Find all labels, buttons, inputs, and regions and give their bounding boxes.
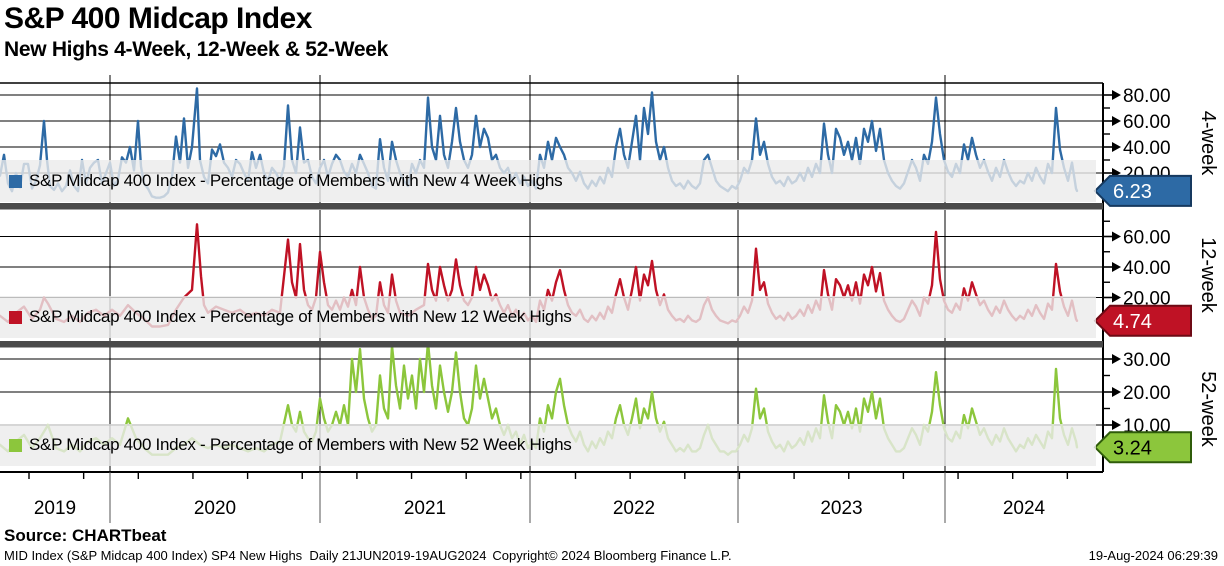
y-axis-tick-label: 40.00 [1123, 138, 1171, 159]
legend-12-week: S&P Midcap 400 Index - Percentage of Mem… [0, 296, 1096, 338]
x-axis-year-label: 2024 [1003, 498, 1046, 519]
y-axis-tick-label: 60.00 [1123, 228, 1171, 249]
last-value-badge-4-week [1093, 174, 1192, 207]
footer-copyright: Copyright© 2024 Bloomberg Finance L.P. [492, 548, 732, 563]
legend-4-week: S&P Midcap 400 Index - Percentage of Mem… [0, 160, 1096, 202]
panel-splitter-2[interactable] [0, 341, 1103, 348]
x-axis-year-label: 2022 [613, 498, 655, 519]
legend-swatch-52-week-icon [9, 438, 22, 452]
y-axis-tick-label: 20.00 [1123, 289, 1171, 310]
legend-swatch-4-week-icon [9, 174, 22, 188]
footer-timestamp: 19-Aug-2024 06:29:39 [1088, 548, 1218, 563]
y-axis-tick-label: 40.00 [1123, 258, 1171, 279]
legend-label-12-week: S&P Midcap 400 Index - Percentage of Mem… [29, 307, 572, 326]
legend-label-52-week: S&P Midcap 400 Index - Percentage of Mem… [29, 435, 572, 454]
page-title: S&P 400 Midcap Index [4, 2, 312, 35]
y-axis-tick-label: 80.00 [1123, 86, 1171, 107]
panel-side-label-52-week: 52-week [1197, 371, 1219, 448]
x-axis-year-label: 2021 [404, 498, 446, 519]
last-value-badge-52-week [1093, 431, 1192, 464]
chart-subtitle: New Highs 4-Week, 12-Week & 52-Week [4, 37, 388, 61]
panel-side-label-4-week: 4-week [1197, 111, 1219, 176]
panel-splitter-1[interactable] [0, 203, 1103, 210]
x-axis-year-label: 2019 [34, 498, 76, 519]
chart-header: S&P 400 Midcap Index New Highs 4-Week, 1… [4, 0, 388, 61]
legend-52-week: S&P Midcap 400 Index - Percentage of Mem… [0, 424, 1096, 466]
last-value-label-4-week: 6.23 [1113, 181, 1152, 203]
x-axis-year-label: 2020 [194, 498, 236, 519]
y-axis-tick-label: 30.00 [1123, 350, 1171, 371]
y-axis-tick-label: 60.00 [1123, 112, 1171, 133]
last-value-label-12-week: 4.74 [1113, 311, 1152, 333]
footer-ticker-info: MID Index (S&P Midcap 400 Index) SP4 New… [4, 548, 487, 563]
source-label: Source: CHARTbeat [4, 526, 167, 545]
panel-side-label-12-week: 12-week [1197, 237, 1219, 314]
legend-swatch-12-week-icon [9, 310, 22, 324]
last-value-badge-12-week [1093, 304, 1192, 337]
last-value-label-52-week: 3.24 [1113, 437, 1152, 459]
y-axis-tick-label: 20.00 [1123, 383, 1171, 404]
x-axis-year-label: 2023 [820, 498, 862, 519]
legend-label-4-week: S&P Midcap 400 Index - Percentage of Mem… [29, 171, 563, 190]
